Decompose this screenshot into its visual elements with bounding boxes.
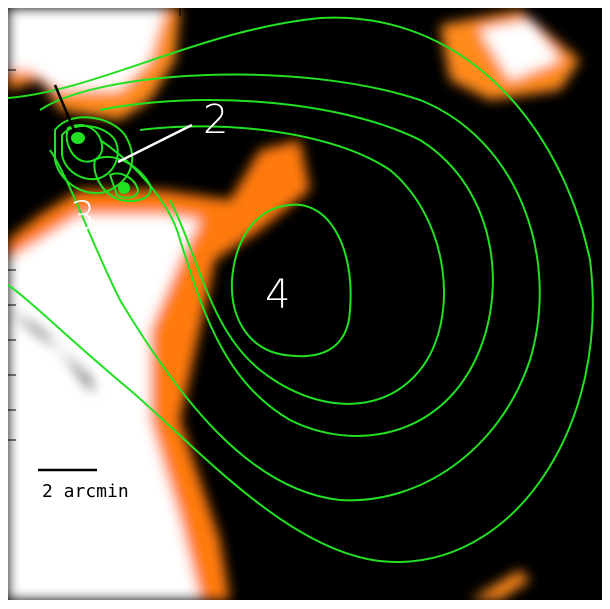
contour: [139, 125, 445, 405]
contour: [39, 73, 541, 502]
emission: [8, 8, 580, 600]
frame-ticks: [8, 8, 301, 441]
scale-bar-label: 2 arcmin: [42, 481, 129, 502]
peak: [118, 182, 130, 194]
source-label: 2: [203, 97, 228, 143]
peak: [71, 132, 85, 144]
contour: [8, 16, 594, 564]
pointer: [53, 84, 76, 131]
contour: [108, 172, 140, 199]
emission-orange: [470, 570, 530, 600]
contour: [230, 203, 352, 358]
sky-map: 1 2 3 4 2 arcmin: [8, 8, 602, 600]
source-label: 3: [70, 194, 95, 240]
pointer: [117, 123, 193, 164]
source-label: 4: [265, 272, 290, 318]
emission-white: [480, 20, 560, 80]
source-label: 1: [24, 18, 49, 64]
emission-white: [8, 215, 200, 600]
contour: [54, 116, 134, 195]
contour: [99, 99, 494, 437]
emission-white: [8, 310, 150, 600]
contours: [8, 16, 594, 564]
